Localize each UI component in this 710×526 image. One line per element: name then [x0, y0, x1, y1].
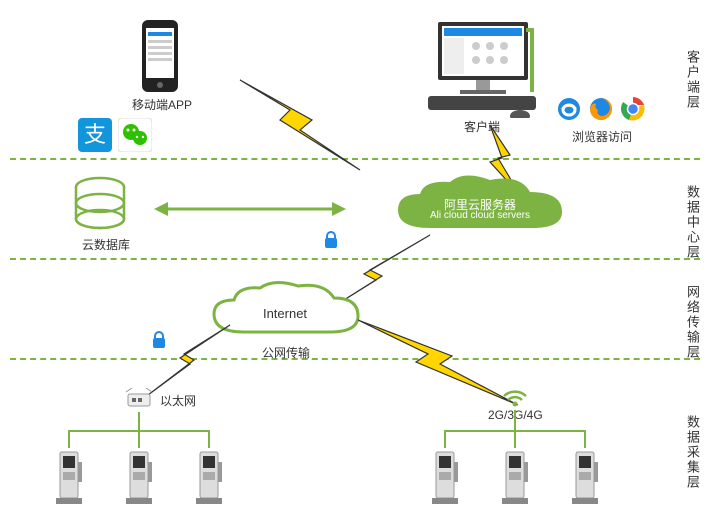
connector [514, 430, 516, 448]
layer-label-client: 客户端层 [683, 50, 702, 110]
database-icon [70, 175, 130, 240]
charging-pile-icon [500, 448, 530, 513]
charging-pile-icon [54, 448, 84, 513]
double-arrow-icon [150, 196, 350, 227]
connector [584, 430, 586, 448]
connector [208, 430, 210, 448]
charging-pile-icon [124, 448, 154, 513]
charging-pile-icon [194, 448, 224, 513]
layer-label-network: 网络传输层 [683, 285, 702, 360]
connector [444, 430, 446, 448]
public-net-label: 公网传输 [262, 344, 310, 361]
ali-cloud-label-en: Ali cloud cloud servers [380, 210, 580, 221]
connector [514, 410, 516, 430]
layer-label-datacenter: 数据中心层 [683, 185, 702, 260]
mobile-phone-icon [138, 18, 182, 101]
layer-label-collect: 数据采集层 [683, 415, 702, 490]
svg-text:支: 支 [84, 122, 106, 147]
alipay-icon: 支 [78, 118, 112, 157]
mobile-label: 移动端APP [132, 96, 192, 113]
wechat-icon [118, 118, 152, 157]
ie-icon [556, 96, 582, 127]
ethernet-icon [126, 388, 152, 415]
firefox-icon [588, 96, 614, 127]
connector [138, 430, 140, 448]
ethernet-label: 以太网 [160, 392, 196, 409]
lightning-icon [230, 70, 370, 185]
connector [68, 430, 70, 448]
browsers-label: 浏览器访问 [572, 128, 632, 145]
charging-pile-icon [430, 448, 460, 513]
charging-pile-icon [570, 448, 600, 513]
chrome-icon [620, 96, 646, 127]
desktop-client-icon [418, 18, 548, 123]
connector [138, 412, 140, 430]
cloud-db-label: 云数据库 [82, 236, 130, 253]
internet-label: Internet [200, 306, 370, 321]
